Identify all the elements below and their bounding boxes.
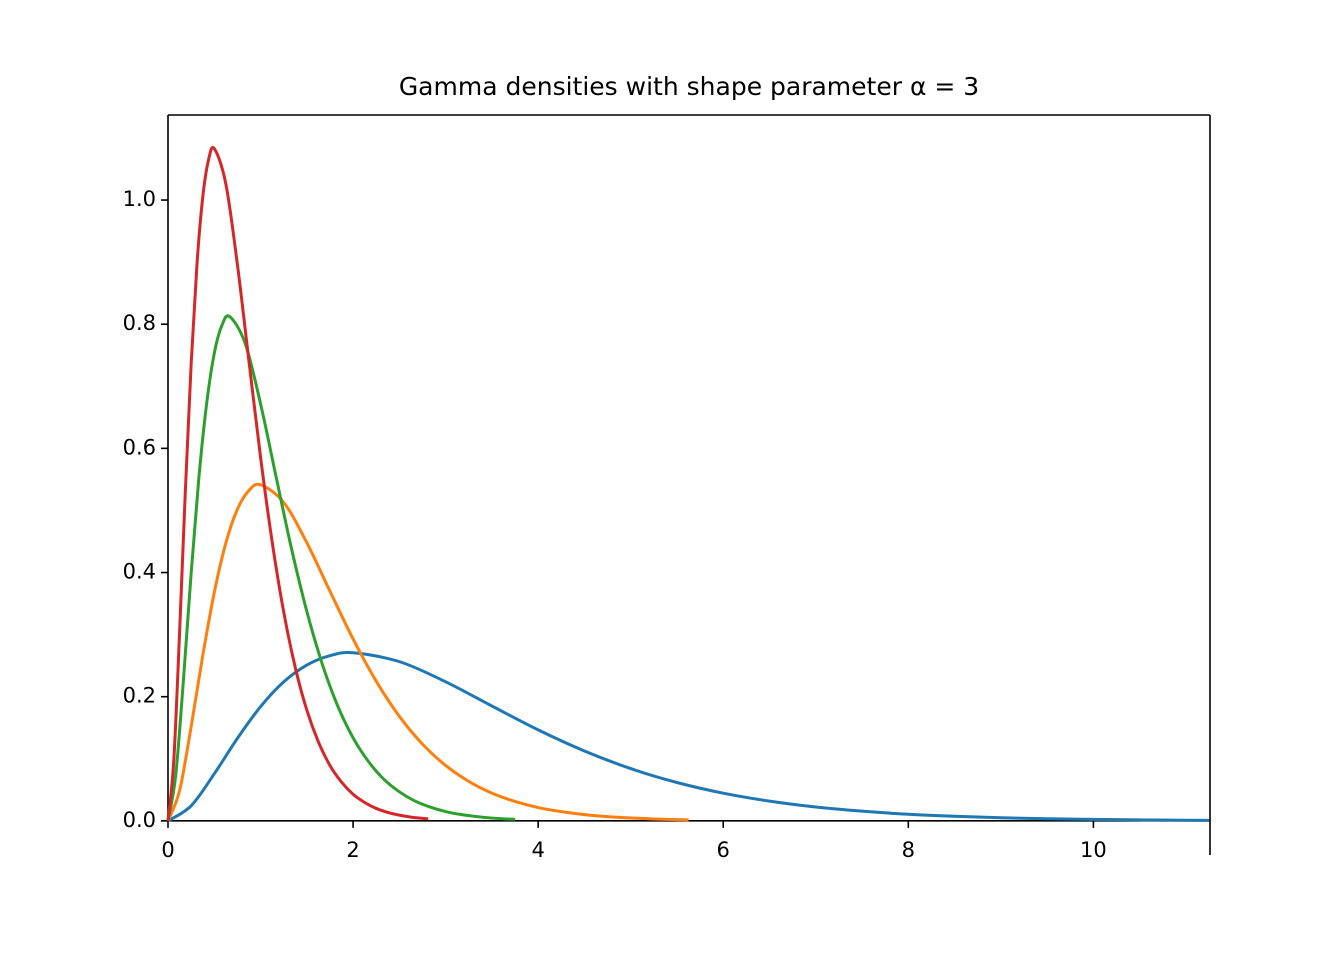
- y-tick-label: 0.6: [123, 435, 156, 459]
- y-tick-label: 0.0: [123, 808, 156, 832]
- y-tick-label: 0.8: [123, 311, 156, 335]
- x-tick-label: 4: [531, 838, 544, 862]
- line: [166, 146, 429, 821]
- y-tick-label: 0.4: [123, 560, 156, 584]
- line: [167, 651, 1210, 823]
- y-tick-label: 0.2: [123, 684, 156, 708]
- line: [166, 482, 689, 822]
- x-tick-label: 0: [161, 838, 174, 862]
- line: [166, 314, 516, 822]
- chart-title: Gamma densities with shape parameter α =…: [399, 72, 979, 101]
- x-tick-label: 10: [1080, 838, 1107, 862]
- x-tick-label: 8: [902, 838, 915, 862]
- x-tick-label: 2: [346, 838, 359, 862]
- y-tick-label: 1.0: [123, 187, 156, 211]
- x-tick-label: 6: [717, 838, 730, 862]
